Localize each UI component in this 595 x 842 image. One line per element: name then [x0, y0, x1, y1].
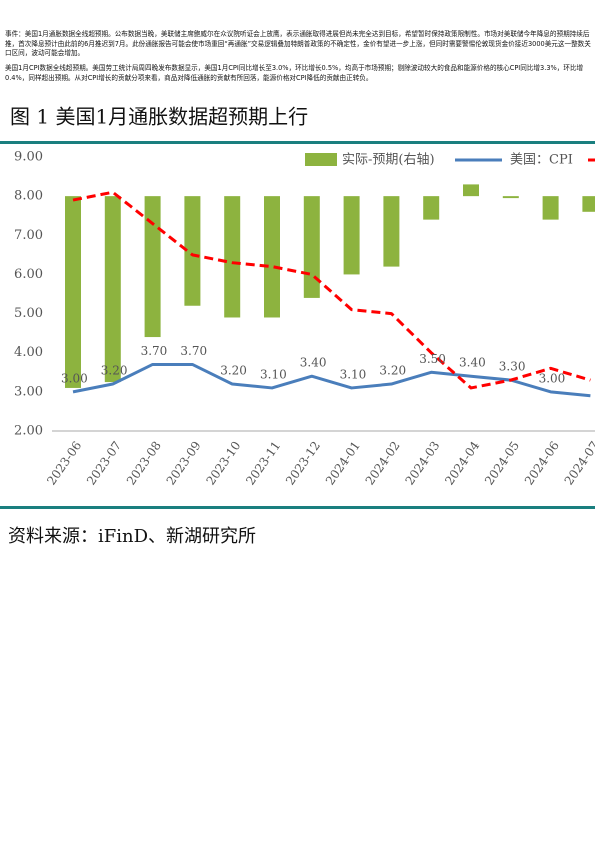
- x-tick-label: 2023-09: [164, 439, 204, 488]
- paragraph: 事件：美国1月通胀数据全线超预期。公布数据当晚，美联储主席鲍威尔在众议院听证会上…: [5, 30, 591, 58]
- legend-label: 美国：CPI: [510, 153, 573, 168]
- data-label: 3.10: [340, 367, 367, 381]
- bar: [65, 196, 81, 388]
- y-tick-label: 8.00: [14, 189, 43, 204]
- bar: [224, 196, 241, 318]
- line: [72, 190, 591, 390]
- source: 资料来源：iFinD、新湖研究所: [8, 526, 256, 547]
- x-tick-label: 2024-05: [482, 439, 522, 488]
- x-tick-label: 2023-07: [84, 439, 124, 488]
- data-label: 3.40: [459, 356, 486, 370]
- x-tick-label: 2024-02: [363, 439, 403, 488]
- x-tick-label: 2024-04: [442, 438, 482, 487]
- y-tick-label: 7.00: [14, 228, 43, 243]
- x-tick-label: 2023-12: [283, 439, 323, 488]
- line: [72, 362, 591, 398]
- bar: [542, 196, 559, 220]
- bar: [463, 184, 479, 197]
- x-tick-label: 2023-08: [124, 439, 164, 488]
- data-label: 3.20: [220, 364, 247, 378]
- bar: [104, 196, 121, 383]
- bar: [184, 196, 201, 306]
- x-tick-label: 2023-11: [243, 439, 283, 488]
- x-tick-label: 2023-06: [44, 439, 84, 488]
- y-tick-label: 3.00: [14, 384, 43, 399]
- y-tick-label: 4.00: [14, 345, 43, 360]
- data-label: 3.50: [419, 352, 446, 366]
- data-label: 3.70: [180, 344, 207, 358]
- x-tick-label: 2023-10: [203, 439, 243, 488]
- bar: [343, 196, 360, 275]
- bar: [423, 196, 440, 220]
- x-tick-label: 2024-06: [522, 439, 562, 488]
- bar: [502, 196, 519, 199]
- y-tick-label: 2.00: [14, 424, 43, 439]
- data-label: 3.20: [101, 364, 128, 378]
- y-tick-label: 5.00: [14, 306, 43, 321]
- legend-swatch: [305, 153, 337, 166]
- rule: [0, 506, 595, 509]
- bar: [303, 196, 320, 298]
- paragraph: 美国1月CPI数据全线超预期。美国劳工统计局周四晚发布数据显示，美国1月CPI同…: [5, 64, 584, 82]
- rule: [0, 141, 595, 144]
- y-tick-label: 6.00: [14, 267, 43, 282]
- bar: [383, 196, 400, 267]
- bar: [144, 196, 161, 338]
- figure-title: 图 1 美国1月通胀数据超预期上行: [10, 105, 308, 129]
- y-tick-label: 9.00: [14, 150, 43, 165]
- data-label: 3.20: [379, 364, 406, 378]
- bar: [582, 196, 595, 212]
- bar: [264, 196, 280, 318]
- data-label: 3.30: [499, 360, 526, 374]
- data-label: 3.00: [61, 371, 88, 385]
- legend-label: 实际-预期(右轴): [342, 153, 435, 168]
- data-label: 3.10: [260, 367, 287, 381]
- data-label: 3.40: [300, 356, 327, 370]
- x-tick-label: 2024-03: [402, 439, 442, 488]
- data-label: 3.70: [141, 344, 168, 358]
- x-tick-label: 2024-07: [562, 439, 595, 488]
- data-label: 3.00: [539, 371, 566, 385]
- x-tick-label: 2024-01: [323, 439, 363, 488]
